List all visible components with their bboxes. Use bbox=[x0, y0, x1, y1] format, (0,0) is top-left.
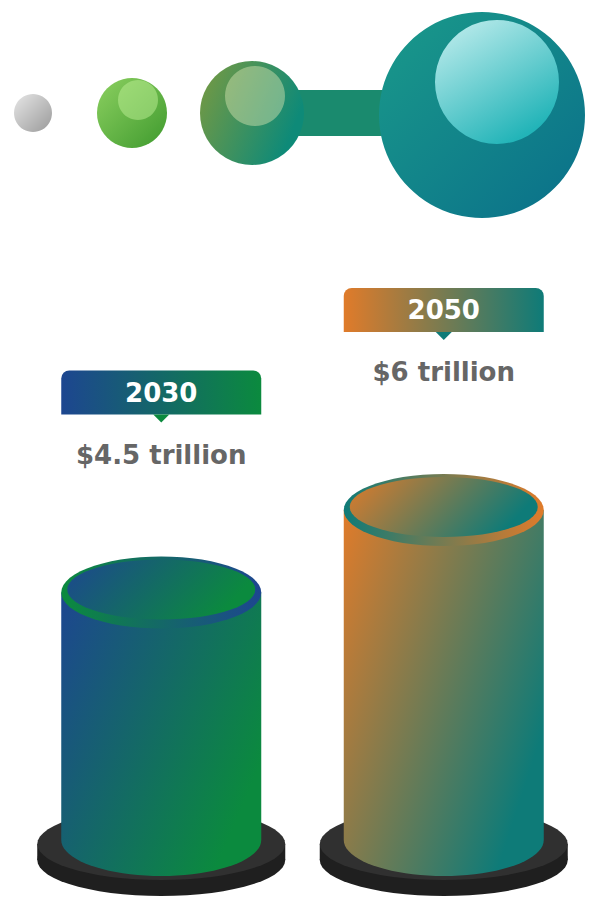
svg-text:$6 trillion: $6 trillion bbox=[372, 357, 515, 387]
svg-text:2030: 2030 bbox=[125, 378, 197, 408]
svg-text:$4.5 trillion: $4.5 trillion bbox=[76, 440, 246, 470]
svg-text:2050: 2050 bbox=[408, 295, 480, 325]
